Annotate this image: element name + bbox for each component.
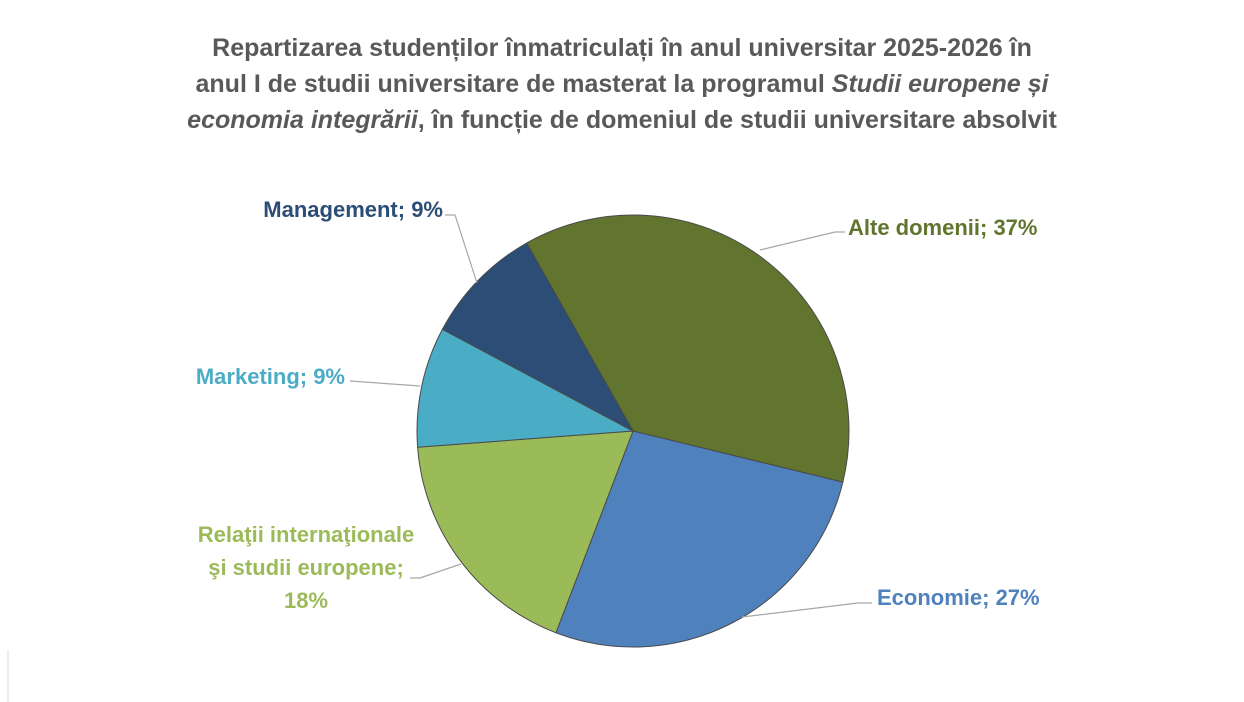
title-run: economia integrării — [187, 106, 418, 134]
leader-line — [741, 602, 872, 618]
data-label: Economie; 27% — [877, 585, 1040, 610]
data-label: Alte domenii; 37% — [848, 215, 1038, 240]
pie-slice — [525, 214, 850, 483]
title-line: economia integrării, în funcție de domen… — [0, 102, 1244, 138]
title-line: Repartizarea studenților înmatriculați î… — [0, 30, 1244, 66]
title-run: anul I de studii universitare de mastera… — [195, 70, 832, 98]
data-label: Management; 9% — [263, 197, 443, 222]
pie-slice — [441, 242, 635, 433]
title-run: Studii europene și — [831, 70, 1049, 98]
chart-title: Repartizarea studenților înmatriculați î… — [0, 30, 1244, 138]
pie-slice — [416, 328, 635, 448]
leader-line — [349, 380, 421, 387]
leader-line — [445, 214, 478, 284]
title-line: anul I de studii universitare de mastera… — [0, 66, 1244, 102]
pie-slice — [417, 430, 634, 634]
data-label: Relaţii internaţionale şi studii europen… — [197, 522, 415, 613]
title-run: Repartizarea studenților înmatriculați î… — [212, 34, 1032, 62]
leader-line — [410, 563, 462, 579]
leader-line — [759, 231, 845, 251]
data-label: Marketing; 9% — [195, 364, 345, 389]
pie-slice — [555, 430, 844, 648]
title-run: , în funcție de domeniul de studii unive… — [417, 106, 1057, 134]
